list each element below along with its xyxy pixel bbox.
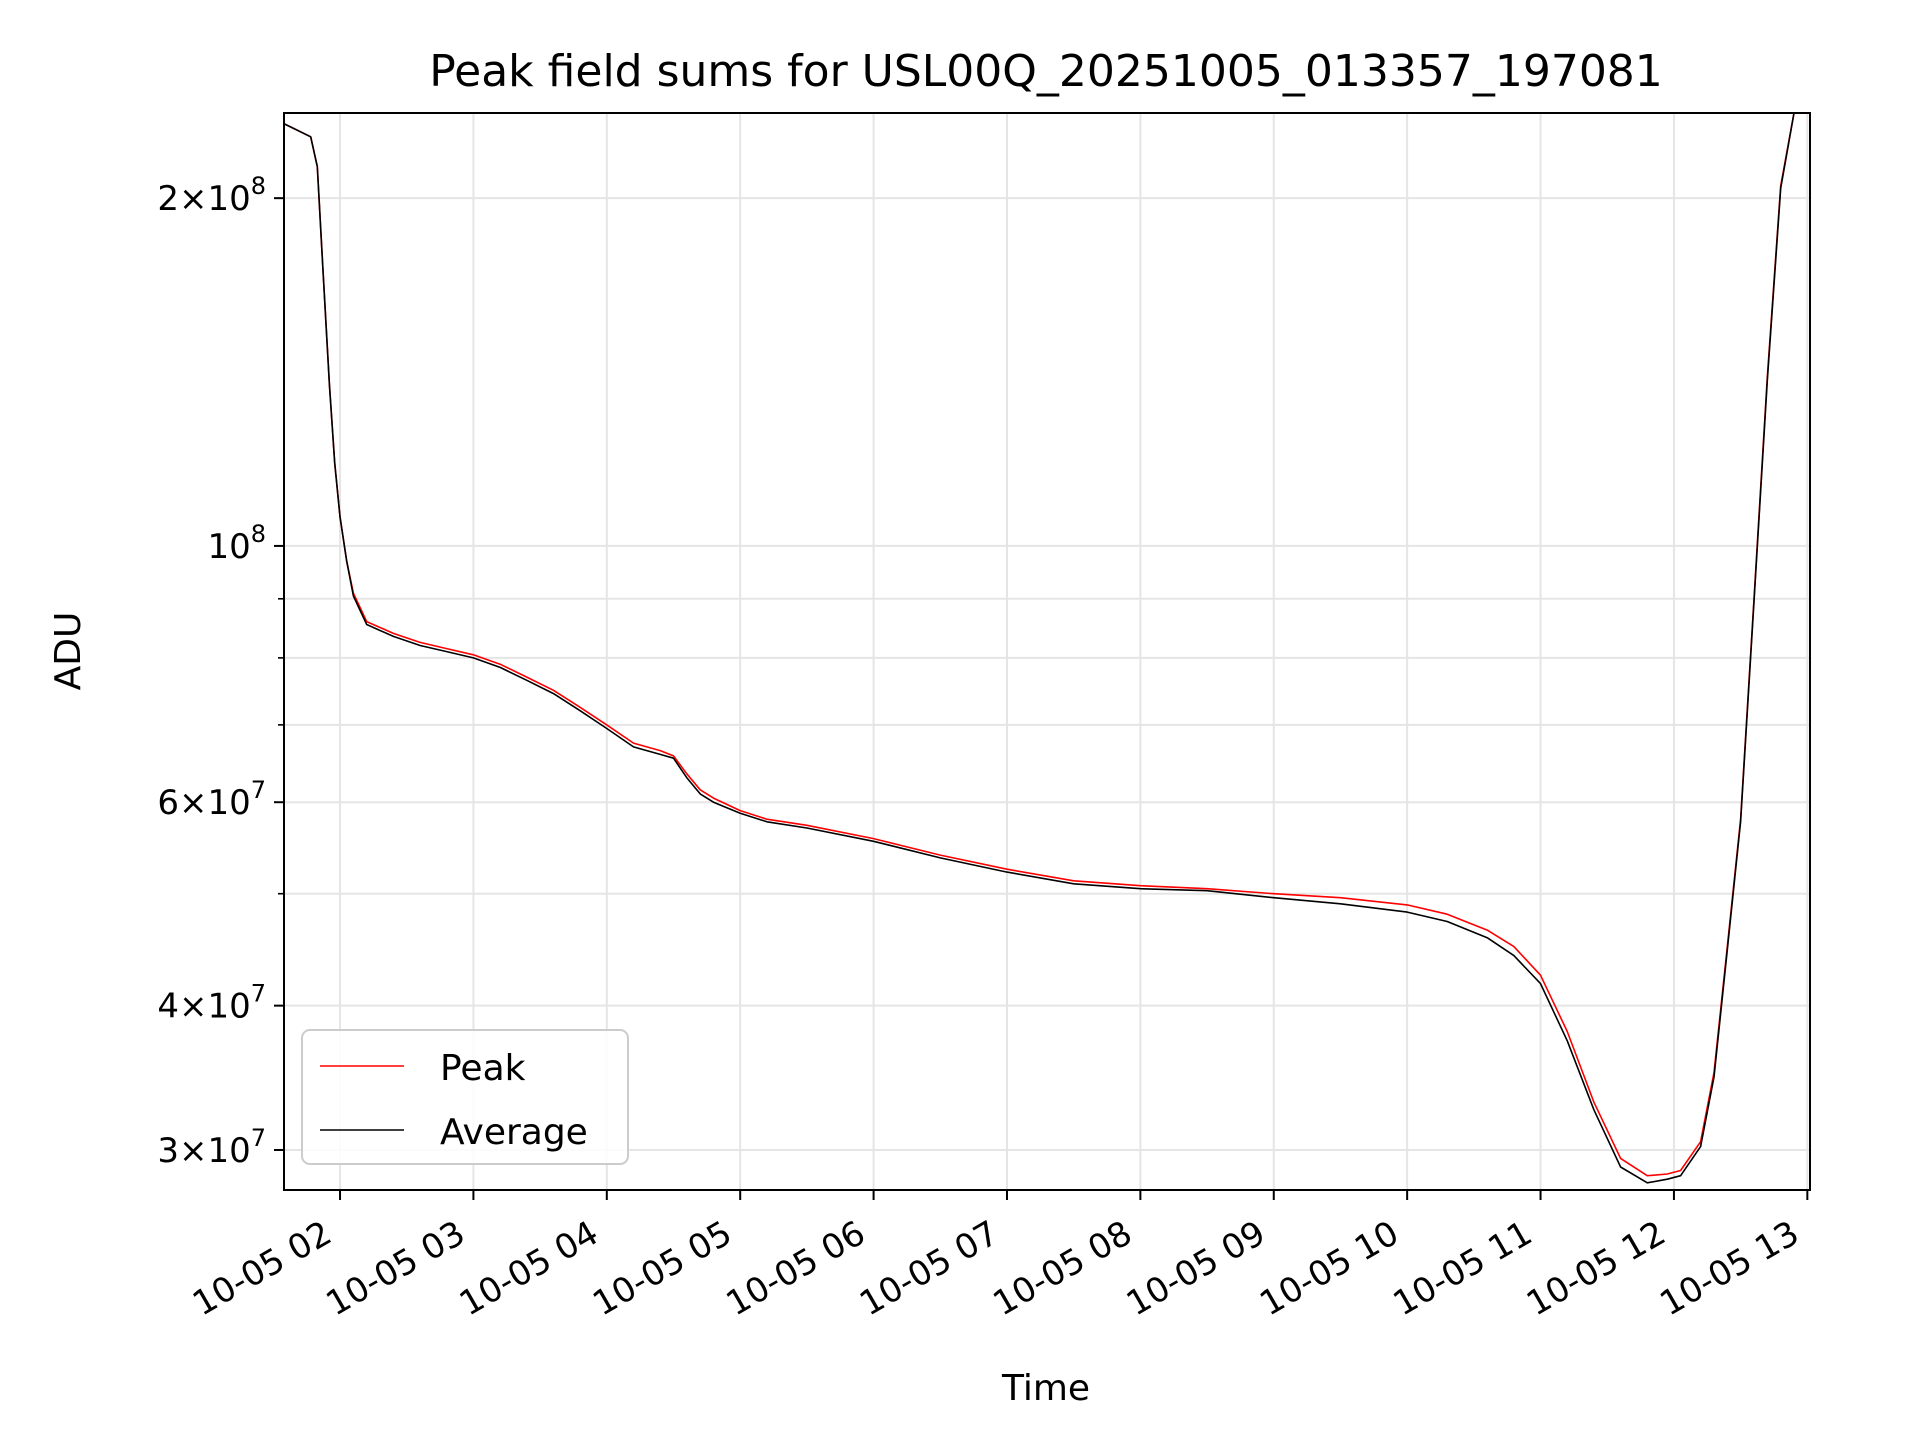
x-tick-label: 10-05 10 — [1253, 1213, 1405, 1324]
legend: Peak Average — [301, 1029, 629, 1165]
y-axis-ticks: 3×107 4×107 6×107 108 2×108 — [157, 172, 284, 1171]
legend-average-label: Average — [440, 1112, 588, 1153]
x-tick-label: 10-05 06 — [720, 1213, 872, 1324]
x-axis-label: Time — [1001, 1368, 1090, 1409]
x-tick-label: 10-05 12 — [1520, 1213, 1672, 1324]
series-average-line — [284, 113, 1795, 1184]
x-tick-label: 10-05 11 — [1387, 1213, 1539, 1324]
x-tick-label: 10-05 03 — [320, 1213, 472, 1324]
series-peak-line — [284, 113, 1795, 1177]
y-tick-label: 108 — [207, 520, 266, 567]
series-average-group — [284, 113, 1795, 1184]
x-tick-label: 10-05 04 — [453, 1213, 605, 1324]
series-peak-group — [284, 113, 1795, 1177]
y-tick-label: 2×108 — [157, 172, 266, 219]
chart-title: Peak field sums for USL00Q_20251005_0133… — [429, 46, 1663, 97]
y-axis-label: ADU — [48, 612, 89, 691]
plot-frame — [283, 112, 1811, 1191]
x-tick-label: 10-05 07 — [853, 1213, 1005, 1324]
y-tick-label: 3×107 — [157, 1124, 266, 1171]
x-tick-label: 10-05 09 — [1120, 1213, 1272, 1324]
grid — [284, 113, 1810, 1190]
x-tick-label: 10-05 08 — [986, 1213, 1138, 1324]
x-tick-label: 10-05 02 — [186, 1213, 338, 1324]
legend-peak-label: Peak — [440, 1048, 526, 1089]
x-tick-label: 10-05 05 — [586, 1213, 738, 1324]
x-tick-label: 10-05 13 — [1653, 1213, 1805, 1324]
y-tick-label: 6×107 — [157, 776, 266, 823]
y-tick-label: 4×107 — [157, 980, 266, 1027]
